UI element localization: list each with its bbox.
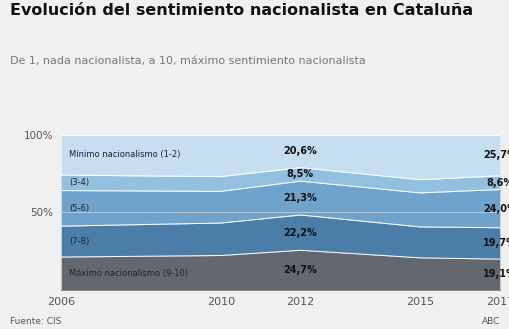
Text: 8,6%: 8,6% [485, 178, 509, 188]
Text: 8,5%: 8,5% [286, 169, 314, 179]
Text: 19,7%: 19,7% [482, 239, 509, 248]
Text: De 1, nada nacionalista, a 10, máximo sentimiento nacionalista: De 1, nada nacionalista, a 10, máximo se… [10, 56, 365, 66]
Text: 21,3%: 21,3% [283, 193, 317, 203]
Text: 24,0%: 24,0% [482, 204, 509, 214]
Text: 20,6%: 20,6% [283, 146, 317, 156]
Text: (3-4): (3-4) [69, 178, 89, 187]
Text: 22,2%: 22,2% [283, 228, 317, 238]
Text: 19,1%: 19,1% [482, 269, 509, 279]
Text: Fuente: CIS: Fuente: CIS [10, 317, 62, 326]
Text: Máximo nacionalismo (9-10): Máximo nacionalismo (9-10) [69, 269, 188, 278]
Text: (7-8): (7-8) [69, 237, 89, 246]
Text: ABC: ABC [480, 317, 499, 326]
Text: Mínimo nacionalismo (1-2): Mínimo nacionalismo (1-2) [69, 150, 180, 160]
Text: 25,7%: 25,7% [482, 150, 509, 160]
Text: Evolución del sentimiento nacionalista en Cataluña: Evolución del sentimiento nacionalista e… [10, 3, 472, 18]
Text: (5-6): (5-6) [69, 204, 89, 213]
Text: 24,7%: 24,7% [283, 265, 317, 275]
